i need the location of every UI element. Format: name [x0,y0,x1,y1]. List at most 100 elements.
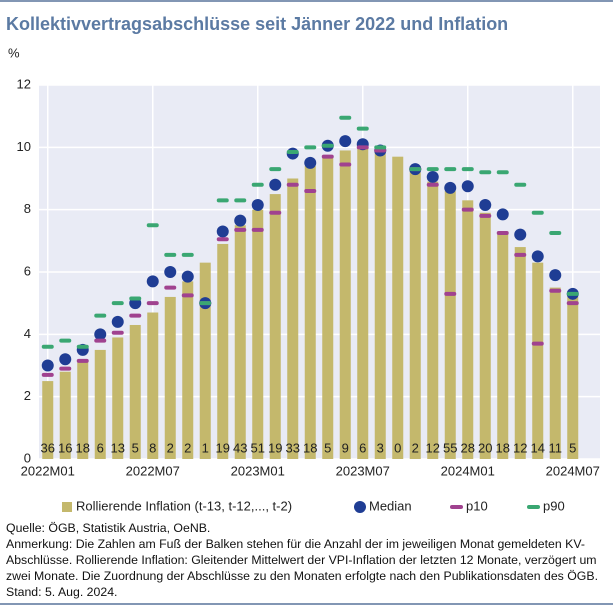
bar [164,296,176,459]
bar [77,362,89,459]
bar [94,349,106,459]
count-label: 13 [111,440,125,455]
legend-label: p10 [466,498,488,513]
median-dot [41,359,54,372]
bar [304,166,316,460]
bar [462,200,474,460]
bar [112,337,124,459]
bar [479,212,491,459]
legend-label: Rollierende Inflation (t-13, t-12,..., t… [76,498,292,513]
bar [59,371,71,459]
median-dot [479,198,492,211]
median-dot [269,178,282,191]
count-label: 3 [377,440,384,455]
count-label: 33 [286,440,300,455]
count-label: 2 [184,440,191,455]
bar [217,243,229,459]
bar [409,166,421,460]
count-label: 12 [426,440,440,455]
count-label: 14 [531,440,545,455]
median-dot [444,181,457,194]
bar [129,324,141,459]
count-label: 5 [324,440,331,455]
median-dot [181,270,194,283]
count-label: 6 [97,440,104,455]
bar [374,150,386,459]
count-label: 5 [569,440,576,455]
bar [182,281,194,459]
y-tick-label: 6 [24,263,31,278]
bar [339,150,351,459]
median-dot [234,214,247,227]
chart-title: Kollektivvertragsabschlüsse seit Jänner … [6,14,508,34]
y-tick-label: 10 [17,139,31,154]
count-label: 8 [149,440,156,455]
count-label: 55 [443,440,457,455]
count-label: 9 [342,440,349,455]
median-dot [304,156,317,169]
bar [199,262,211,459]
bar [497,231,509,459]
median-dot [549,269,562,282]
count-label: 1 [202,440,209,455]
x-tick-label: 2024M01 [441,463,495,478]
median-dot [461,180,474,193]
median-dot [164,266,177,278]
note: Anmerkung: Die Zahlen am Fuß der Balken … [6,537,598,599]
y-tick-label: 0 [24,450,31,465]
legend-label: Median [369,498,412,513]
bar [357,147,369,460]
count-label: 19 [216,440,230,455]
count-label: 43 [233,440,247,455]
count-label: 11 [549,440,563,455]
count-label: 6 [359,440,366,455]
bar [322,156,334,459]
bar [392,156,404,459]
bar [42,381,54,459]
x-tick-label: 2022M01 [21,463,75,478]
legend-swatch [354,501,366,513]
count-label: 2 [412,440,419,455]
legend-swatch [62,502,72,512]
count-label: 20 [478,440,492,455]
median-dot [216,225,229,238]
median-dot [339,135,352,148]
bar [147,312,159,459]
count-label: 18 [76,440,90,455]
bar [532,262,544,459]
y-tick-label: 12 [17,76,31,91]
count-label: 2 [167,440,174,455]
median-dot [94,328,107,341]
bar [444,190,456,459]
count-label: 36 [41,440,55,455]
count-label: 12 [513,440,527,455]
bar [234,225,246,459]
median-dot [496,208,509,221]
count-label: 51 [251,440,265,455]
notes: Quelle: ÖGB, Statistik Austria, OeNB. Anm… [6,520,609,600]
count-label: 0 [394,440,401,455]
y-axis-label: % [8,45,20,60]
note: Quelle: ÖGB, Statistik Austria, OeNB. [6,521,211,535]
count-label: 19 [268,440,282,455]
y-tick-label: 4 [24,326,31,341]
bar [427,181,439,459]
bar [287,178,299,459]
y-tick-label: 8 [24,201,31,216]
median-dot [59,353,72,366]
y-tick-label: 2 [24,388,31,403]
x-tick-label: 2023M07 [336,463,390,478]
legend-label: p90 [543,498,565,513]
count-label: 18 [496,440,510,455]
median-dot [251,198,264,211]
median-dot [514,228,527,241]
bar [567,296,579,459]
bar [549,287,561,459]
bar [252,209,264,459]
x-tick-label: 2022M07 [126,463,180,478]
count-label: 16 [58,440,72,455]
count-label: 5 [132,440,139,455]
count-label: 18 [303,440,317,455]
